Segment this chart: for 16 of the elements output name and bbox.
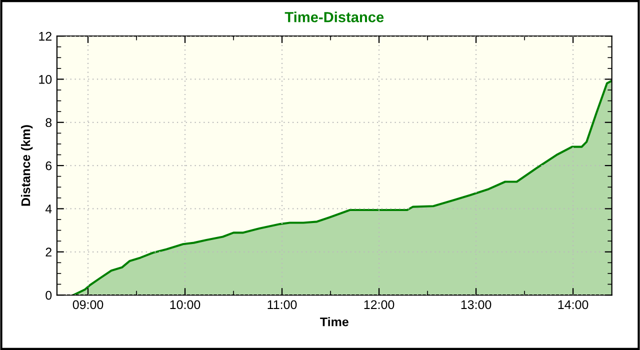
x-tick-label: 13:00 bbox=[461, 300, 492, 310]
y-tick-label: 8 bbox=[46, 118, 52, 128]
x-axis-title: Time bbox=[320, 317, 348, 326]
y-tick-label: 12 bbox=[39, 32, 52, 41]
y-tick-label: 10 bbox=[39, 75, 52, 84]
chart-title: Time-Distance bbox=[284, 12, 384, 22]
x-tick-label: 11:00 bbox=[268, 300, 297, 310]
x-tick-label: 14:00 bbox=[558, 300, 588, 310]
y-tick-label: 2 bbox=[46, 248, 52, 256]
x-tick-label: 12:00 bbox=[364, 300, 394, 310]
x-tick-label: 09:00 bbox=[72, 300, 104, 310]
y-tick-label: 0 bbox=[46, 290, 52, 300]
y-axis-title: Distance (km) bbox=[20, 125, 33, 206]
x-tick-label: 10:00 bbox=[170, 300, 200, 310]
y-tick-label: 6 bbox=[46, 161, 52, 170]
y-tick-label: 4 bbox=[45, 204, 52, 214]
